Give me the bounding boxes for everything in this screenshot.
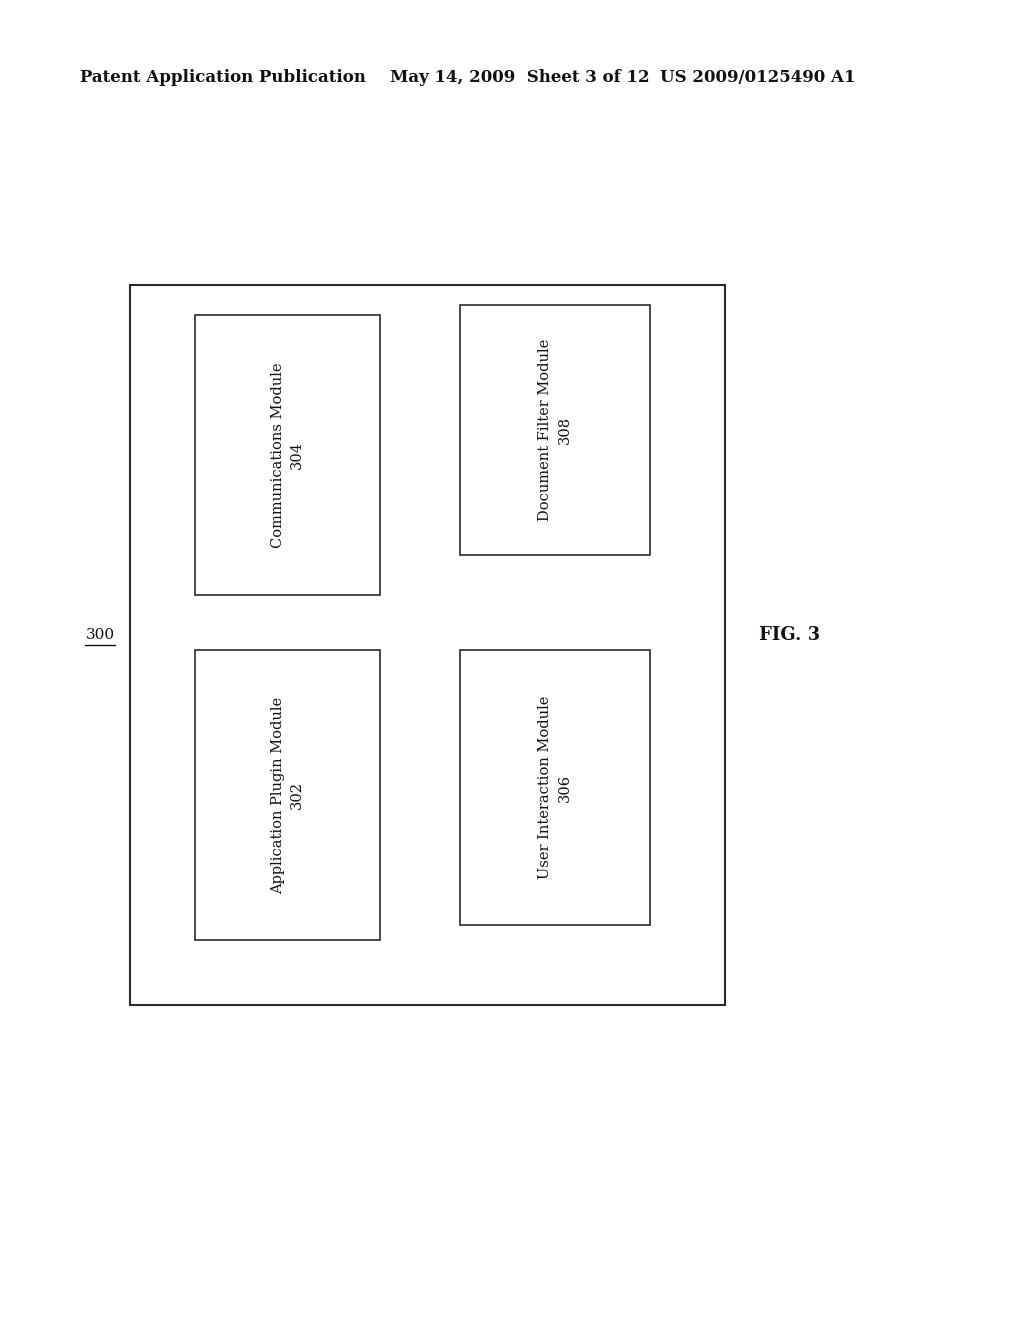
Text: FIG. 3: FIG. 3 xyxy=(760,626,820,644)
Text: Document Filter Module
308: Document Filter Module 308 xyxy=(539,339,571,521)
Text: May 14, 2009  Sheet 3 of 12: May 14, 2009 Sheet 3 of 12 xyxy=(390,70,649,87)
Text: Patent Application Publication: Patent Application Publication xyxy=(80,70,366,87)
Bar xyxy=(195,649,380,940)
Bar xyxy=(195,315,380,595)
Text: 300: 300 xyxy=(85,628,115,642)
Bar xyxy=(460,305,650,554)
Text: US 2009/0125490 A1: US 2009/0125490 A1 xyxy=(660,70,855,87)
Bar xyxy=(130,285,725,1005)
Bar xyxy=(460,649,650,925)
Text: Communications Module
304: Communications Module 304 xyxy=(270,362,304,548)
Text: Application Plugin Module
302: Application Plugin Module 302 xyxy=(270,697,304,894)
Text: User Interaction Module
306: User Interaction Module 306 xyxy=(539,696,571,879)
